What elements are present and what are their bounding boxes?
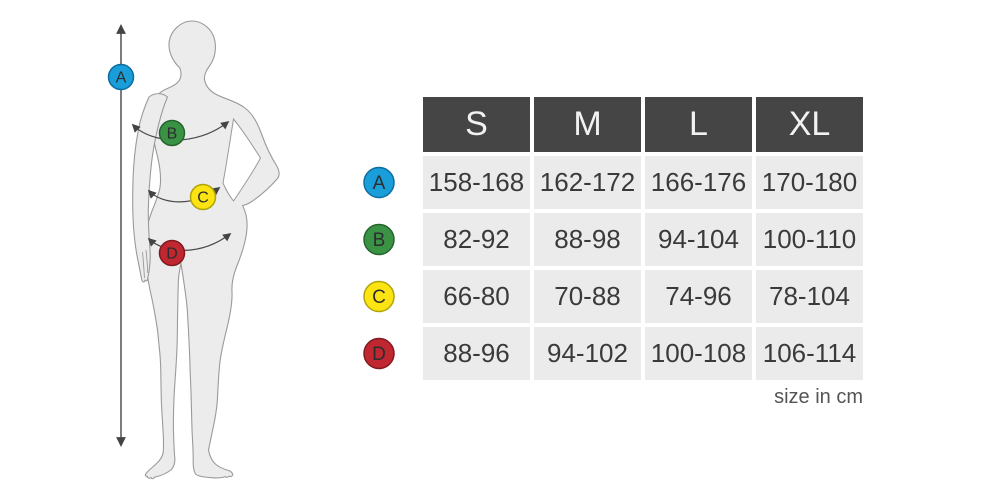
cell-a-xl: 170-180 bbox=[756, 156, 863, 209]
figure-marker-b-label: B bbox=[167, 126, 178, 143]
figure-marker-d-label: D bbox=[166, 246, 178, 263]
size-table: S M L XL 158-168 162-172 166-176 170-180… bbox=[423, 97, 863, 380]
figure-marker-a-circle bbox=[107, 63, 135, 91]
cell-c-xl: 78-104 bbox=[756, 270, 863, 323]
legend-marker-b-circle bbox=[363, 223, 395, 256]
legend-marker-a: A bbox=[363, 166, 395, 199]
arm-torso-gap bbox=[222, 117, 262, 202]
size-column-header-l: L bbox=[645, 97, 752, 152]
cell-d-s: 88-96 bbox=[423, 327, 530, 380]
figure-marker-c: C bbox=[189, 183, 217, 211]
cell-c-l: 74-96 bbox=[645, 270, 752, 323]
cell-a-m: 162-172 bbox=[534, 156, 641, 209]
cell-b-xl: 100-110 bbox=[756, 213, 863, 266]
finger-lines bbox=[142, 249, 149, 279]
cell-d-xl: 106-114 bbox=[756, 327, 863, 380]
legend-marker-d-circle bbox=[363, 337, 395, 370]
figure-marker-b-circle bbox=[158, 119, 186, 147]
cell-c-s: 66-80 bbox=[423, 270, 530, 323]
legend-marker-c: C bbox=[363, 280, 395, 313]
legend-marker-c-circle bbox=[363, 280, 395, 313]
legend-marker-d-label: D bbox=[372, 344, 386, 365]
cell-a-l: 166-176 bbox=[645, 156, 752, 209]
legend-marker-a-circle bbox=[363, 166, 395, 199]
figure-marker-a: A bbox=[107, 63, 135, 91]
figure-marker-b: B bbox=[158, 119, 186, 147]
cell-b-m: 88-98 bbox=[534, 213, 641, 266]
cell-c-m: 70-88 bbox=[534, 270, 641, 323]
cell-d-l: 100-108 bbox=[645, 327, 752, 380]
size-column-header-m: M bbox=[534, 97, 641, 152]
left-arm bbox=[132, 93, 169, 283]
legend-marker-d: D bbox=[363, 337, 395, 370]
legend-marker-b-label: B bbox=[373, 230, 386, 251]
units-note: size in cm bbox=[774, 386, 863, 408]
cell-d-m: 94-102 bbox=[534, 327, 641, 380]
cell-b-l: 94-104 bbox=[645, 213, 752, 266]
figure-marker-d: D bbox=[158, 239, 186, 267]
cell-a-s: 158-168 bbox=[423, 156, 530, 209]
legend-marker-b: B bbox=[363, 223, 395, 256]
size-column-header-xl: XL bbox=[756, 97, 863, 152]
figure-marker-c-circle bbox=[189, 183, 217, 211]
figure-marker-a-label: A bbox=[116, 70, 127, 87]
legend-marker-a-label: A bbox=[373, 173, 386, 194]
cell-b-s: 82-92 bbox=[423, 213, 530, 266]
size-column-header-s: S bbox=[423, 97, 530, 152]
figure-marker-d-circle bbox=[158, 239, 186, 267]
legend-marker-c-label: C bbox=[372, 287, 386, 308]
figure-marker-c-label: C bbox=[197, 190, 209, 207]
